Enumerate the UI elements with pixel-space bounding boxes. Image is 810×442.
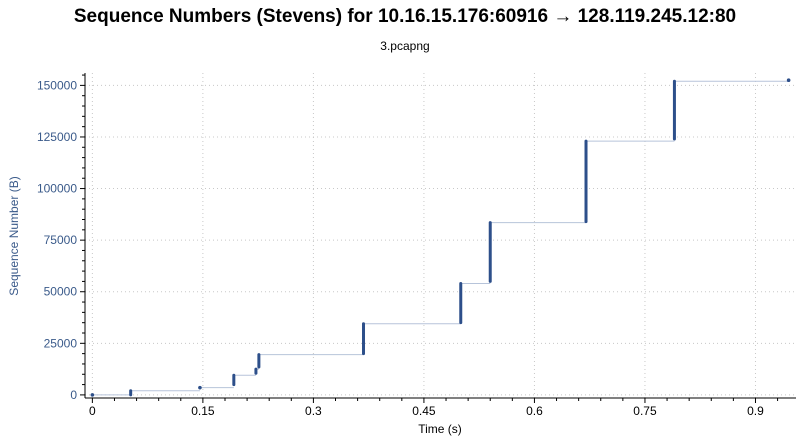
x-tick-label: 0.75: [633, 404, 657, 418]
data-point: [198, 385, 202, 390]
x-tick-label: 0.3: [305, 404, 322, 418]
x-tick-label: 0.15: [191, 404, 215, 418]
chart-subtitle: 3.pcapng: [380, 39, 430, 53]
chart-title: Sequence Numbers (Stevens) for 10.16.15.…: [73, 6, 737, 27]
y-tick-label: 25000: [44, 336, 78, 350]
data-point: [90, 393, 95, 397]
x-axis-label: Time (s): [418, 422, 462, 436]
data-point: [786, 78, 791, 83]
y-tick-label: 0: [70, 388, 77, 402]
data-points: [90, 78, 791, 397]
y-tick-label: 125000: [37, 130, 77, 144]
y-tick-label: 100000: [37, 182, 77, 196]
step-lines: [92, 80, 789, 396]
y-tick-label: 150000: [37, 78, 77, 92]
x-tick-label: 0: [89, 404, 96, 418]
axes: 0 0.15 0.3 0.45 0.6 0.75 0.9 0 25000 50000 75000 10…: [37, 73, 796, 418]
y-tick-label: 75000: [44, 233, 78, 247]
x-tick-label: 0.9: [747, 404, 764, 418]
y-axis-label: Sequence Number (B): [7, 176, 21, 295]
x-tick-label: 0.6: [526, 404, 543, 418]
x-tick-label: 0.45: [412, 404, 436, 418]
y-tick-label: 50000: [44, 285, 78, 299]
grid-lines: [85, 73, 796, 398]
